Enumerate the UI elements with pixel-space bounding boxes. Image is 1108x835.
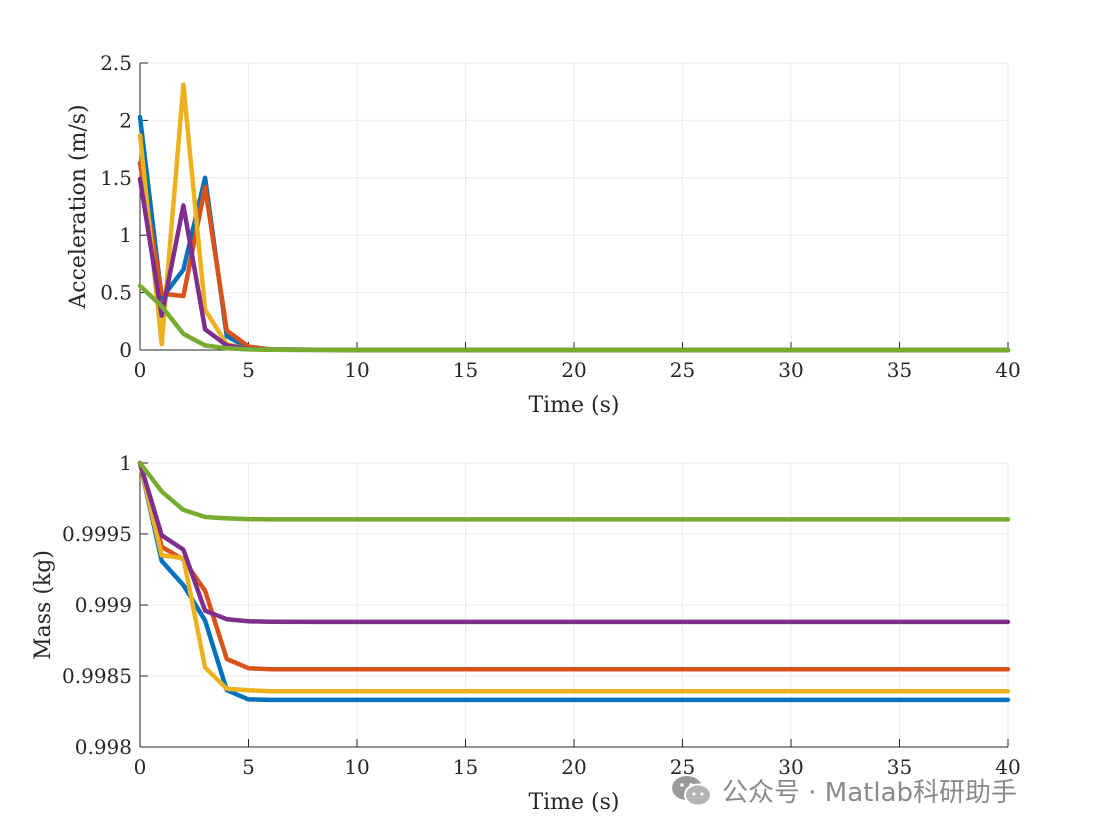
series-line-4 (137, 460, 1011, 625)
y-tick-label: 1 (119, 223, 132, 247)
x-tick-label: 0 (134, 755, 147, 779)
y-tick-label: 0.5 (100, 281, 132, 305)
y-tick-label: 1.5 (100, 166, 132, 190)
y-axis-label: Mass (kg) (31, 550, 56, 660)
y-tick-label: 0 (119, 338, 132, 362)
watermark-text: 公众号 · Matlab科研助手 (722, 778, 1018, 808)
series-line-2 (137, 460, 1011, 672)
x-tick-label: 35 (887, 755, 912, 779)
series-line-3 (137, 460, 1011, 694)
y-tick-label: 0.998 (75, 735, 132, 759)
y-tick-label: 0.999 (75, 593, 132, 617)
mass-plot: 0 5 10 15 20 25 30 35 40 0.998 0.9985 0.999 0.9995 1 T… (31, 451, 1021, 815)
series-line-5 (137, 283, 1011, 353)
y-tick-label: 1 (119, 451, 132, 475)
y-tick-label: 0.9985 (62, 664, 132, 688)
wechat-icon (672, 775, 712, 806)
x-tick-label: 15 (453, 755, 478, 779)
x-tick-label: 15 (453, 358, 478, 382)
x-tick-label: 35 (887, 358, 912, 382)
x-tick-label: 40 (995, 358, 1020, 382)
x-tick-label: 10 (344, 358, 369, 382)
x-axis-label: Time (s) (528, 393, 619, 418)
y-tick-label: 2 (119, 108, 132, 132)
y-tick-label: 2.5 (100, 51, 132, 75)
x-tick-label: 20 (561, 358, 586, 382)
x-tick-label: 20 (561, 755, 586, 779)
acceleration-plot: 0 5 10 15 20 25 30 35 40 0 0.5 1 1.5 2 2.5 Time (s) Acce… (66, 51, 1021, 418)
x-tick-label: 5 (242, 755, 255, 779)
x-axis-label: Time (s) (528, 790, 619, 815)
series-line-5 (137, 460, 1011, 522)
x-tick-label: 40 (995, 755, 1020, 779)
x-tick-label: 30 (778, 755, 803, 779)
x-tick-label: 30 (778, 358, 803, 382)
x-tick-label: 25 (670, 755, 695, 779)
x-tick-label: 0 (134, 358, 147, 382)
y-tick-label: 0.9995 (62, 522, 132, 546)
x-tick-label: 10 (344, 755, 369, 779)
x-tick-label: 25 (670, 358, 695, 382)
x-tick-label: 5 (242, 358, 255, 382)
watermark: 公众号 · Matlab科研助手 (670, 772, 1017, 809)
y-axis-label: Acceleration (m/s) (66, 104, 91, 309)
